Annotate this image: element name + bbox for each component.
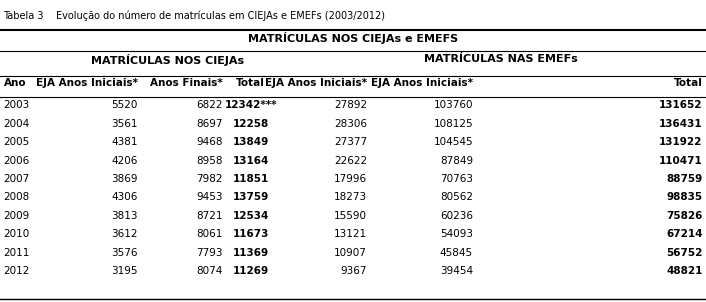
Text: 9453: 9453 [196, 192, 222, 202]
Text: 2010: 2010 [4, 229, 30, 239]
Text: Tabela 3    Evolução do número de matrículas em CIEJAs e EMEFs (2003/2012): Tabela 3 Evolução do número de matrícula… [4, 11, 385, 21]
Text: 4206: 4206 [112, 156, 138, 165]
Text: 22622: 22622 [334, 156, 367, 165]
Text: 75826: 75826 [666, 211, 702, 221]
Text: 3813: 3813 [111, 211, 138, 221]
Text: 5520: 5520 [112, 100, 138, 110]
Text: 3576: 3576 [111, 248, 138, 258]
Text: 12258: 12258 [232, 119, 269, 129]
Text: 3561: 3561 [111, 119, 138, 129]
Text: 131652: 131652 [659, 100, 702, 110]
Text: 2009: 2009 [4, 211, 30, 221]
Text: 7982: 7982 [196, 174, 222, 184]
Text: 13849: 13849 [232, 137, 269, 147]
Text: MATRÍCULAS NOS CIEJAs e EMEFS: MATRÍCULAS NOS CIEJAs e EMEFS [248, 32, 458, 44]
Text: 54093: 54093 [440, 229, 473, 239]
Text: EJA Anos Iniciais*: EJA Anos Iniciais* [371, 78, 473, 88]
Text: 9367: 9367 [340, 266, 367, 276]
Text: 11851: 11851 [232, 174, 269, 184]
Text: 11673: 11673 [232, 229, 269, 239]
Text: 3612: 3612 [111, 229, 138, 239]
Text: 13759: 13759 [232, 192, 269, 202]
Text: 12534: 12534 [232, 211, 269, 221]
Text: Anos Finais*: Anos Finais* [150, 78, 222, 88]
Text: 8958: 8958 [196, 156, 222, 165]
Text: 15590: 15590 [334, 211, 367, 221]
Text: Total: Total [237, 78, 265, 88]
Text: 48821: 48821 [666, 266, 702, 276]
Text: 70763: 70763 [440, 174, 473, 184]
Text: 2006: 2006 [4, 156, 30, 165]
Text: 11269: 11269 [232, 266, 269, 276]
Text: 103760: 103760 [433, 100, 473, 110]
Text: 2012: 2012 [4, 266, 30, 276]
Text: 18273: 18273 [334, 192, 367, 202]
Text: 2004: 2004 [4, 119, 30, 129]
Text: 56752: 56752 [666, 248, 702, 258]
Text: 88759: 88759 [666, 174, 702, 184]
Text: 6822: 6822 [196, 100, 222, 110]
Text: 27377: 27377 [334, 137, 367, 147]
Text: 98835: 98835 [666, 192, 702, 202]
Text: 8074: 8074 [196, 266, 222, 276]
Text: 2007: 2007 [4, 174, 30, 184]
Text: 27892: 27892 [334, 100, 367, 110]
Text: 67214: 67214 [666, 229, 702, 239]
Text: 4381: 4381 [111, 137, 138, 147]
Text: 10907: 10907 [334, 248, 367, 258]
Text: EJA Anos Iniciais*: EJA Anos Iniciais* [36, 78, 138, 88]
Text: EJA Anos Iniciais*: EJA Anos Iniciais* [265, 78, 367, 88]
Text: 2011: 2011 [4, 248, 30, 258]
Text: 60236: 60236 [440, 211, 473, 221]
Text: 8061: 8061 [196, 229, 222, 239]
Text: 110471: 110471 [659, 156, 702, 165]
Text: 3869: 3869 [111, 174, 138, 184]
Text: 87849: 87849 [440, 156, 473, 165]
Text: 2003: 2003 [4, 100, 30, 110]
Text: 108125: 108125 [433, 119, 473, 129]
Text: 136431: 136431 [659, 119, 702, 129]
Text: 13164: 13164 [232, 156, 269, 165]
Text: 2005: 2005 [4, 137, 30, 147]
Text: 8721: 8721 [196, 211, 222, 221]
Text: 13121: 13121 [334, 229, 367, 239]
Text: 104545: 104545 [433, 137, 473, 147]
Text: MATRÍCULAS NOS CIEJAs: MATRÍCULAS NOS CIEJAs [91, 54, 244, 66]
Text: Ano: Ano [4, 78, 26, 88]
Text: Total: Total [674, 78, 702, 88]
Text: 12342***: 12342*** [225, 100, 277, 110]
Text: 8697: 8697 [196, 119, 222, 129]
Text: 7793: 7793 [196, 248, 222, 258]
Text: 9468: 9468 [196, 137, 222, 147]
Text: 17996: 17996 [334, 174, 367, 184]
Text: 80562: 80562 [440, 192, 473, 202]
Text: 4306: 4306 [112, 192, 138, 202]
Text: 11369: 11369 [232, 248, 269, 258]
Text: MATRÍCULAS NAS EMEFs: MATRÍCULAS NAS EMEFs [424, 54, 578, 64]
Text: 2008: 2008 [4, 192, 30, 202]
Text: 39454: 39454 [440, 266, 473, 276]
Text: 28306: 28306 [334, 119, 367, 129]
Text: 45845: 45845 [440, 248, 473, 258]
Text: 3195: 3195 [111, 266, 138, 276]
Text: 131922: 131922 [659, 137, 702, 147]
